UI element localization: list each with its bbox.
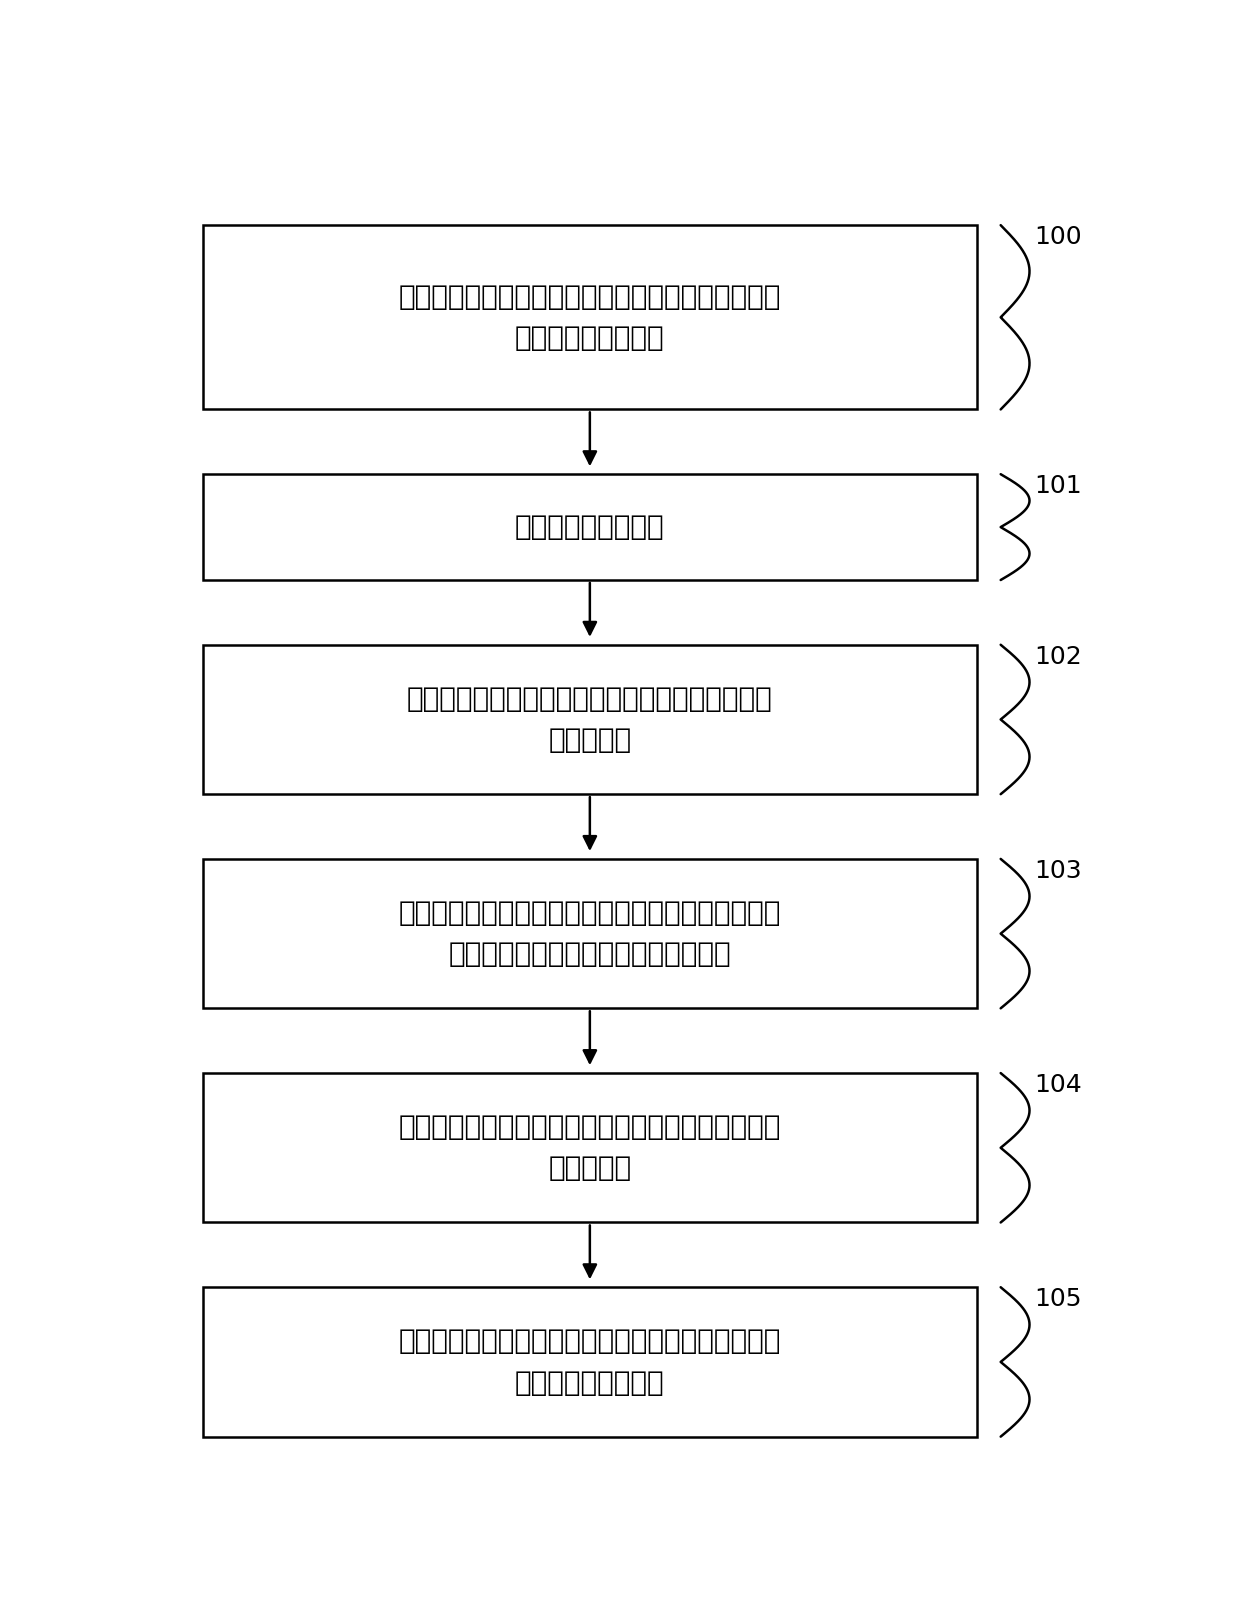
- Text: 空气质量监测系统定时将监测结果传输至远程空气质
量采集系统: 空气质量监测系统定时将监测结果传输至远程空气质 量采集系统: [399, 1112, 781, 1182]
- Bar: [203, 859, 977, 1009]
- Bar: [203, 474, 977, 581]
- Text: 103: 103: [1034, 859, 1083, 883]
- Bar: [203, 225, 977, 409]
- Text: 在检测场内设立基站: 在检测场内设立基站: [515, 513, 665, 542]
- Bar: [203, 645, 977, 794]
- Text: 100: 100: [1034, 225, 1083, 249]
- Text: 101: 101: [1034, 474, 1083, 498]
- Text: 对空气质量监测站进行日常维护、及对监测结果进行
数据分析与数据维护: 对空气质量监测站进行日常维护、及对监测结果进行 数据分析与数据维护: [399, 1328, 781, 1397]
- Text: 105: 105: [1034, 1287, 1083, 1311]
- Text: 102: 102: [1034, 645, 1083, 669]
- Bar: [203, 1287, 977, 1436]
- Text: 将空气质量监测系统安装在基站内，并调试空气质
量监测系统: 将空气质量监测系统安装在基站内，并调试空气质 量监测系统: [407, 686, 773, 754]
- Text: 104: 104: [1034, 1074, 1083, 1096]
- Bar: [203, 1074, 977, 1222]
- Text: 控制空气质量监测系统对目标城市森林环境进行空气
颗粒物浓度监测及气体污染物浓度监测: 控制空气质量监测系统对目标城市森林环境进行空气 颗粒物浓度监测及气体污染物浓度监…: [399, 899, 781, 969]
- Text: 在目标城市森林环境中选取空气质量监测站的站址并
在站址上架设监测场: 在目标城市森林环境中选取空气质量监测站的站址并 在站址上架设监测场: [399, 283, 781, 353]
